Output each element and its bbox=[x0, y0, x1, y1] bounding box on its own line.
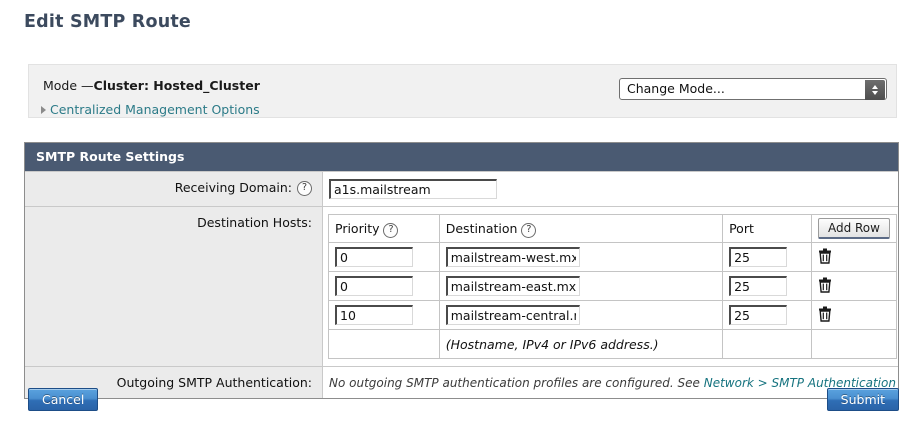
cell-destination bbox=[438, 242, 724, 272]
help-icon[interactable]: ? bbox=[383, 222, 399, 238]
destination-header-label: Destination bbox=[445, 220, 518, 236]
destination-hosts-table-body: (Hostname, IPv4 or IPv6 address.) bbox=[328, 242, 898, 359]
chevron-up-icon bbox=[872, 85, 878, 89]
cell-actions bbox=[810, 271, 898, 301]
section-header-smtp-route-settings: SMTP Route Settings bbox=[25, 143, 898, 171]
port-input[interactable] bbox=[729, 247, 788, 267]
row-destination-hosts: Destination Hosts: Priority ? Destinatio… bbox=[25, 206, 898, 366]
cell-empty bbox=[810, 329, 898, 359]
table-row bbox=[328, 300, 898, 330]
port-input[interactable] bbox=[729, 305, 788, 325]
receiving-domain-field-cell bbox=[323, 172, 898, 206]
destination-input[interactable] bbox=[445, 305, 580, 325]
destination-hosts-label: Destination Hosts: bbox=[197, 215, 312, 230]
priority-input[interactable] bbox=[335, 305, 413, 325]
trash-icon[interactable] bbox=[818, 306, 832, 322]
mode-value: Cluster: Hosted_Cluster bbox=[93, 78, 260, 93]
help-icon[interactable]: ? bbox=[521, 222, 537, 238]
table-row bbox=[328, 242, 898, 272]
table-row bbox=[328, 271, 898, 301]
trash-icon[interactable] bbox=[818, 277, 832, 293]
centralized-management-options-toggle[interactable]: Centralized Management Options bbox=[41, 102, 260, 117]
smtp-authentication-link[interactable]: Network > SMTP Authentication bbox=[703, 376, 896, 390]
table-header-row: Priority ? Destination ? Port Add Row bbox=[328, 214, 898, 243]
destination-input[interactable] bbox=[445, 247, 580, 267]
cell-port bbox=[722, 271, 812, 301]
destination-hint: (Hostname, IPv4 or IPv6 address.) bbox=[438, 329, 724, 359]
row-receiving-domain: Receiving Domain: ? bbox=[25, 171, 898, 206]
priority-input[interactable] bbox=[335, 276, 413, 296]
outgoing-smtp-auth-message: No outgoing SMTP authentication profiles… bbox=[329, 374, 898, 390]
outgoing-smtp-auth-label: Outgoing SMTP Authentication: bbox=[116, 375, 312, 390]
destination-hosts-field-cell: Priority ? Destination ? Port Add Row bbox=[323, 207, 898, 366]
chevron-right-icon bbox=[41, 106, 46, 114]
cell-priority bbox=[328, 271, 440, 301]
cancel-button[interactable]: Cancel bbox=[28, 388, 99, 411]
cell-destination bbox=[438, 271, 724, 301]
receiving-domain-input[interactable] bbox=[329, 179, 497, 199]
submit-button[interactable]: Submit bbox=[826, 388, 899, 411]
mode-panel: Mode —Cluster: Hosted_Cluster Centralize… bbox=[28, 64, 897, 118]
cell-port bbox=[722, 300, 812, 330]
page-title: Edit SMTP Route bbox=[24, 12, 192, 32]
priority-header-label: Priority bbox=[335, 220, 380, 236]
column-header-port: Port bbox=[722, 214, 812, 243]
cell-port bbox=[722, 242, 812, 272]
cell-empty bbox=[328, 329, 440, 359]
help-icon[interactable]: ? bbox=[297, 181, 312, 196]
cell-empty bbox=[722, 329, 812, 359]
receiving-domain-label: Receiving Domain: bbox=[174, 180, 292, 195]
chevron-down-icon bbox=[872, 91, 878, 95]
mode-line: Mode —Cluster: Hosted_Cluster bbox=[43, 78, 260, 93]
destination-input[interactable] bbox=[445, 276, 580, 296]
column-header-priority: Priority ? bbox=[328, 214, 440, 243]
mode-prefix-label: Mode — bbox=[43, 78, 94, 93]
priority-input[interactable] bbox=[335, 247, 413, 267]
change-mode-select[interactable]: Change Mode... bbox=[619, 78, 887, 100]
auth-message-text: No outgoing SMTP authentication profiles… bbox=[329, 376, 704, 390]
cell-priority bbox=[328, 300, 440, 330]
column-header-destination: Destination ? bbox=[438, 214, 724, 243]
port-input[interactable] bbox=[729, 276, 788, 296]
destination-hosts-label-cell: Destination Hosts: bbox=[25, 207, 323, 366]
cell-priority bbox=[328, 242, 440, 272]
cell-actions bbox=[810, 300, 898, 330]
centralized-management-options-label[interactable]: Centralized Management Options bbox=[50, 102, 260, 117]
trash-icon[interactable] bbox=[818, 248, 832, 264]
select-stepper-icon bbox=[865, 80, 885, 100]
receiving-domain-label-cell: Receiving Domain: ? bbox=[25, 172, 323, 206]
change-mode-selected-value: Change Mode... bbox=[627, 81, 725, 96]
add-row-button[interactable]: Add Row bbox=[817, 218, 890, 239]
cell-destination bbox=[438, 300, 724, 330]
smtp-route-settings-panel: SMTP Route Settings Receiving Domain: ? … bbox=[24, 142, 899, 399]
change-mode-select-wrapper[interactable]: Change Mode... bbox=[619, 78, 887, 100]
destination-hosts-table: Priority ? Destination ? Port Add Row bbox=[328, 214, 898, 359]
outgoing-smtp-auth-field-cell: No outgoing SMTP authentication profiles… bbox=[323, 367, 898, 398]
column-header-actions: Add Row bbox=[810, 214, 898, 243]
table-hint-row: (Hostname, IPv4 or IPv6 address.) bbox=[328, 329, 898, 359]
cell-actions bbox=[810, 242, 898, 272]
row-outgoing-smtp-authentication: Outgoing SMTP Authentication: No outgoin… bbox=[25, 366, 898, 398]
